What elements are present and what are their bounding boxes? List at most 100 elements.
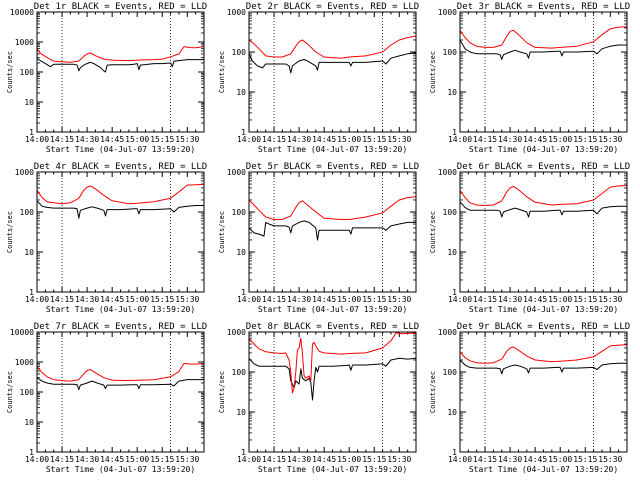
x-tick-label: 14:00 [448, 455, 472, 464]
x-tick-label: 14:00 [25, 295, 49, 304]
y-tick-label: 1 [241, 448, 246, 457]
x-tick-label: 15:30 [175, 295, 199, 304]
x-axis-label: Start Time (04-Jul-07 13:59:20) [258, 305, 407, 314]
x-tick-label: 15:30 [387, 135, 411, 144]
series-line-lld [459, 344, 628, 364]
x-tick-label: 14:45 [523, 135, 547, 144]
chart-panel-3: Det 3r BLACK = Events, RED = LLD Counts/s… [429, 2, 630, 154]
y-tick-label: 100 [232, 48, 247, 57]
x-tick-label: 14:15 [50, 135, 74, 144]
y-tick-label: 1000 [438, 8, 457, 17]
y-tick-label: 10 [24, 248, 34, 257]
y-tick-label: 1000 [15, 358, 34, 367]
x-tick-label: 14:00 [237, 135, 261, 144]
x-tick-label: 15:30 [598, 135, 622, 144]
x-tick-label: 15:30 [175, 455, 199, 464]
y-tick-label: 100 [20, 388, 35, 397]
chart-title: Det 6r BLACK = Events, RED = LLD [457, 162, 630, 172]
x-tick-label: 15:30 [598, 455, 622, 464]
y-tick-label: 10000 [10, 8, 34, 17]
series-line-lld [248, 35, 417, 59]
y-tick-label: 1000 [227, 328, 246, 337]
x-tick-label: 14:30 [287, 455, 311, 464]
chart-title: Det 7r BLACK = Events, RED = LLD [34, 322, 207, 332]
x-tick-label: 15:30 [175, 135, 199, 144]
series-line-lld [36, 362, 205, 382]
x-tick-label: 14:15 [473, 455, 497, 464]
x-tick-label: 14:45 [312, 295, 336, 304]
plot-frame [36, 11, 205, 133]
x-tick-label: 14:15 [50, 295, 74, 304]
x-tick-label: 14:15 [262, 455, 286, 464]
y-tick-label: 100 [20, 68, 35, 77]
x-tick-label: 14:45 [100, 135, 124, 144]
y-axis-label: Counts/sec [218, 211, 226, 253]
x-axis-label: Start Time (04-Jul-07 13:59:20) [469, 465, 618, 474]
chart-panel-7: Det 7r BLACK = Events, RED = LLD Counts/s… [6, 322, 207, 474]
x-axis-label: Start Time (04-Jul-07 13:59:20) [469, 145, 618, 154]
x-tick-label: 15:30 [387, 295, 411, 304]
y-tick-label: 1 [452, 128, 457, 137]
y-axis-label: Counts/sec [429, 371, 437, 413]
x-tick-label: 15:15 [573, 135, 597, 144]
y-tick-label: 1000 [438, 168, 457, 177]
x-tick-label: 15:00 [337, 135, 361, 144]
chart-title: Det 3r BLACK = Events, RED = LLD [457, 2, 630, 12]
x-tick-label: 14:45 [100, 455, 124, 464]
y-tick-label: 100 [232, 368, 247, 377]
chart-panel-2: Det 2r BLACK = Events, RED = LLD Counts/s… [218, 2, 419, 154]
x-tick-label: 14:30 [75, 295, 99, 304]
y-axis-label: Counts/sec [429, 211, 437, 253]
x-tick-label: 14:45 [100, 295, 124, 304]
series-line-events [248, 220, 416, 241]
x-tick-label: 15:00 [548, 135, 572, 144]
x-tick-label: 14:00 [448, 295, 472, 304]
chart-panel-5: Det 5r BLACK = Events, RED = LLD Counts/s… [218, 162, 419, 314]
x-axis-label: Start Time (04-Jul-07 13:59:20) [469, 305, 618, 314]
x-axis-label: Start Time (04-Jul-07 13:59:20) [46, 305, 195, 314]
series-line-events [459, 39, 627, 60]
x-tick-label: 15:00 [337, 455, 361, 464]
y-tick-label: 10 [447, 408, 457, 417]
series-line-events [459, 201, 627, 218]
plot-frame [36, 331, 205, 453]
x-axis-label: Start Time (04-Jul-07 13:59:20) [46, 145, 195, 154]
chart-title: Det 4r BLACK = Events, RED = LLD [34, 162, 207, 172]
y-tick-label: 1 [241, 288, 246, 297]
y-tick-label: 10000 [10, 328, 34, 337]
x-tick-label: 14:30 [498, 455, 522, 464]
chart-panel-1: Det 1r BLACK = Events, RED = LLD Counts/s… [6, 2, 207, 154]
y-axis-label: Counts/sec [429, 51, 437, 93]
x-tick-label: 15:00 [548, 455, 572, 464]
x-tick-label: 14:30 [287, 135, 311, 144]
y-tick-label: 1 [452, 288, 457, 297]
x-tick-label: 14:15 [50, 455, 74, 464]
x-tick-label: 14:15 [473, 295, 497, 304]
y-axis-label: Counts/sec [6, 51, 14, 93]
x-tick-label: 15:15 [362, 455, 386, 464]
y-tick-label: 1 [29, 288, 34, 297]
y-axis-label: Counts/sec [6, 211, 14, 253]
x-tick-label: 15:00 [125, 455, 149, 464]
x-tick-label: 15:15 [150, 455, 174, 464]
y-tick-label: 100 [443, 208, 458, 217]
series-line-events [459, 359, 627, 375]
y-tick-label: 1000 [227, 168, 246, 177]
x-tick-label: 15:15 [362, 135, 386, 144]
plot-frame [36, 171, 205, 293]
chart-panel-4: Det 4r BLACK = Events, RED = LLD Counts/s… [6, 162, 207, 314]
x-tick-label: 14:30 [287, 295, 311, 304]
series-line-lld [36, 46, 205, 63]
y-axis-label: Counts/sec [218, 51, 226, 93]
chart-title: Det 8r BLACK = Events, RED = LLD [246, 322, 419, 332]
series-line-events [36, 377, 204, 391]
x-tick-label: 15:30 [387, 455, 411, 464]
y-tick-label: 100 [443, 368, 458, 377]
x-tick-label: 15:00 [548, 295, 572, 304]
y-tick-label: 1000 [15, 168, 34, 177]
chart-panel-8: Det 8r BLACK = Events, RED = LLD Counts/s… [218, 322, 419, 474]
x-tick-label: 15:00 [337, 295, 361, 304]
x-tick-label: 14:30 [75, 455, 99, 464]
x-tick-label: 14:45 [523, 455, 547, 464]
